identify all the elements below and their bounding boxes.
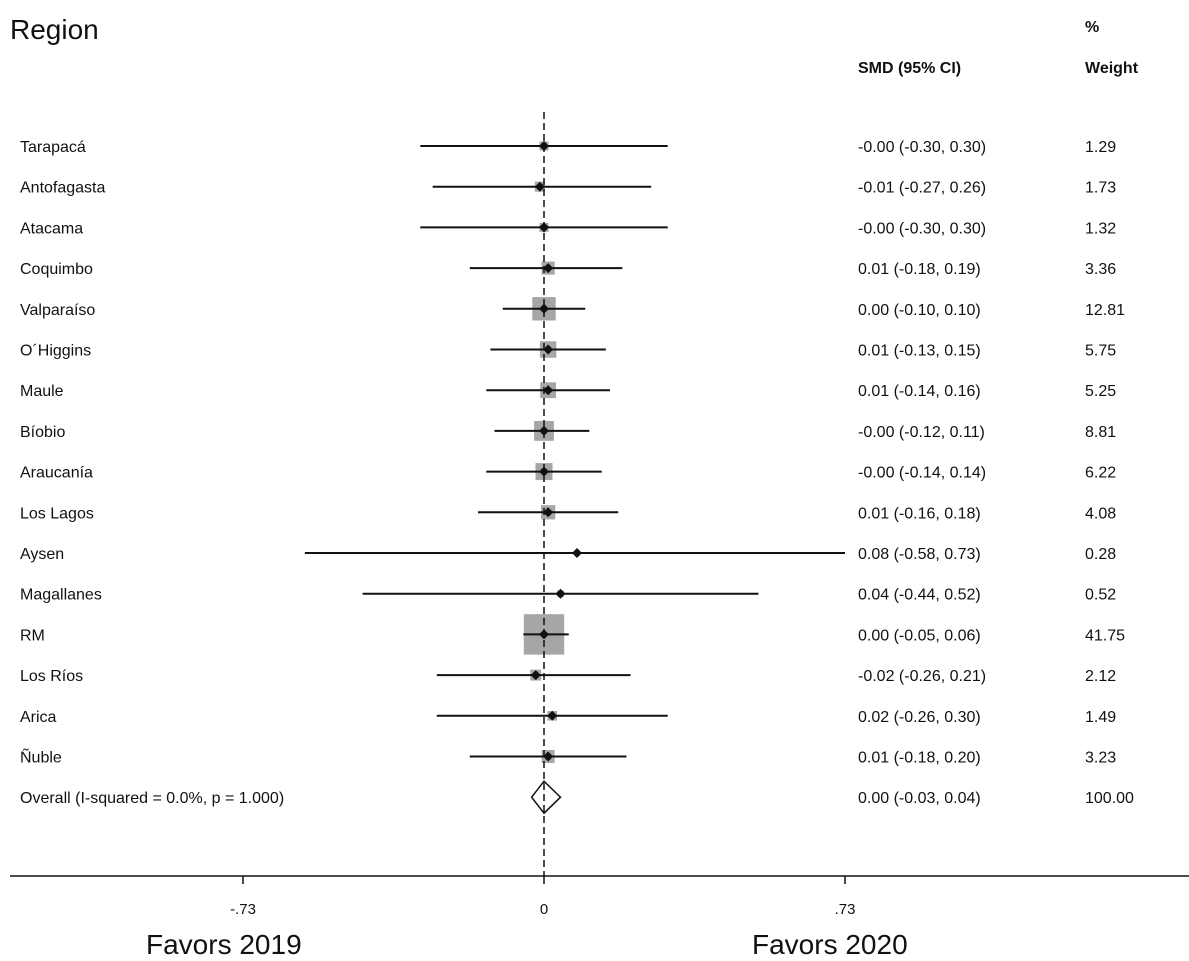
point-estimate [543, 344, 554, 355]
point-estimate [530, 670, 541, 681]
study-row: Aysen 0.08 (-0.58, 0.73) 0.28 [20, 546, 1116, 563]
study-row: Araucanía -0.00 (-0.14, 0.14) 6.22 [20, 463, 1116, 482]
study-label: Magallanes [20, 587, 102, 604]
study-row: Valparaíso 0.00 (-0.10, 0.10) 12.81 [20, 297, 1125, 321]
study-label: O´Higgins [20, 343, 91, 360]
smd-ci-value: 0.01 (-0.16, 0.18) [858, 505, 981, 522]
smd-ci-value: 0.01 (-0.14, 0.16) [858, 383, 981, 400]
smd-ci-value: 0.01 (-0.18, 0.19) [858, 261, 981, 278]
study-row: Tarapacá -0.00 (-0.30, 0.30) 1.29 [20, 139, 1116, 156]
smd-ci-value: -0.00 (-0.14, 0.14) [858, 465, 986, 482]
weight-header: Weight [1085, 60, 1139, 77]
point-estimate [543, 751, 554, 762]
weight-value: 5.75 [1085, 343, 1116, 360]
study-row: Magallanes 0.04 (-0.44, 0.52) 0.52 [20, 587, 1116, 604]
point-estimate [539, 466, 549, 477]
overall-weight: 100.00 [1085, 790, 1134, 807]
point-estimate [547, 710, 558, 721]
x-ticks: -.73 0 .73 [230, 876, 855, 918]
smd-ci-value: 0.00 (-0.10, 0.10) [858, 302, 981, 319]
study-label: Valparaíso [20, 302, 95, 319]
study-label: Atacama [20, 220, 83, 237]
overall-smd-ci: 0.00 (-0.03, 0.04) [858, 790, 981, 807]
study-rows: Tarapacá -0.00 (-0.30, 0.30) 1.29 Antofagas… [20, 139, 1134, 815]
study-label: Antofagasta [20, 180, 106, 197]
study-label: Aysen [20, 546, 64, 563]
smd-ci-value: 0.02 (-0.26, 0.30) [858, 709, 981, 726]
study-label: Maule [20, 383, 64, 400]
weight-value: 12.81 [1085, 302, 1125, 319]
study-row: O´Higgins 0.01 (-0.13, 0.15) 5.75 [20, 341, 1116, 360]
weight-value: 1.32 [1085, 220, 1116, 237]
study-row: Coquimbo 0.01 (-0.18, 0.19) 3.36 [20, 261, 1116, 278]
study-row: Los Ríos -0.02 (-0.26, 0.21) 2.12 [20, 668, 1116, 685]
point-estimate [543, 263, 554, 274]
study-row: RM 0.00 (-0.05, 0.06) 41.75 [20, 614, 1125, 655]
point-estimate [539, 425, 549, 436]
study-row: Los Lagos 0.01 (-0.16, 0.18) 4.08 [20, 505, 1116, 522]
weight-value: 6.22 [1085, 465, 1116, 482]
study-label: Los Ríos [20, 668, 83, 685]
point-estimate [534, 181, 545, 192]
weight-value: 41.75 [1085, 627, 1125, 644]
smd-ci-value: -0.00 (-0.30, 0.30) [858, 139, 986, 156]
study-row: Antofagasta -0.01 (-0.27, 0.26) 1.73 [20, 180, 1116, 197]
study-label: Araucanía [20, 465, 93, 482]
smd-ci-value: -0.00 (-0.12, 0.11) [858, 424, 985, 441]
weight-value: 1.29 [1085, 139, 1116, 156]
study-row: Arica 0.02 (-0.26, 0.30) 1.49 [20, 709, 1116, 726]
smd-ci-value: 0.08 (-0.58, 0.73) [858, 546, 981, 563]
study-label: Coquimbo [20, 261, 93, 278]
study-row: Maule 0.01 (-0.14, 0.16) 5.25 [20, 382, 1116, 400]
study-row: Bíobio -0.00 (-0.12, 0.11) 8.81 [20, 420, 1116, 441]
weight-value: 2.12 [1085, 668, 1116, 685]
point-estimate [555, 588, 566, 599]
smd-ci-value: 0.01 (-0.13, 0.15) [858, 343, 981, 360]
study-label: Los Lagos [20, 505, 94, 522]
weight-value: 1.49 [1085, 709, 1116, 726]
favors-2020-label: Favors 2020 [752, 929, 908, 960]
study-row: Ñuble 0.01 (-0.18, 0.20) 3.23 [20, 747, 1116, 767]
weight-value: 1.73 [1085, 180, 1116, 197]
smd-ci-value: 0.00 (-0.05, 0.06) [858, 627, 981, 644]
point-estimate [543, 507, 554, 518]
weight-value: 0.28 [1085, 546, 1116, 563]
weight-value: 8.81 [1085, 424, 1116, 441]
percent-header: % [1085, 19, 1099, 36]
weight-value: 5.25 [1085, 383, 1116, 400]
study-row: Atacama -0.00 (-0.30, 0.30) 1.32 [20, 220, 1116, 237]
x-tick-label: .73 [835, 901, 856, 918]
x-tick-label: 0 [540, 901, 548, 918]
smd-ci-header: SMD (95% CI) [858, 60, 961, 77]
smd-ci-value: -0.02 (-0.26, 0.21) [858, 668, 986, 685]
weight-value: 4.08 [1085, 505, 1116, 522]
favors-2019-label: Favors 2019 [146, 929, 302, 960]
smd-ci-value: -0.00 (-0.30, 0.30) [858, 220, 986, 237]
weight-value: 0.52 [1085, 587, 1116, 604]
smd-ci-value: 0.01 (-0.18, 0.20) [858, 750, 981, 767]
overall-row: Overall (I-squared = 0.0%, p = 1.000) 0.0… [20, 780, 1134, 815]
weight-value: 3.36 [1085, 261, 1116, 278]
x-tick-label: -.73 [230, 901, 256, 918]
region-header: Region [10, 14, 99, 45]
point-estimate [539, 303, 549, 314]
study-label: Bíobio [20, 424, 65, 441]
overall-label: Overall (I-squared = 0.0%, p = 1.000) [20, 790, 284, 807]
study-label: Tarapacá [20, 139, 86, 156]
overall-diamond [530, 780, 562, 815]
study-label: Arica [20, 709, 57, 726]
study-label: Ñuble [20, 747, 62, 767]
point-estimate [571, 548, 582, 558]
point-estimate [543, 385, 554, 396]
smd-ci-value: 0.04 (-0.44, 0.52) [858, 587, 981, 604]
weight-value: 3.23 [1085, 750, 1116, 767]
study-label: RM [20, 627, 45, 644]
smd-ci-value: -0.01 (-0.27, 0.26) [858, 180, 986, 197]
